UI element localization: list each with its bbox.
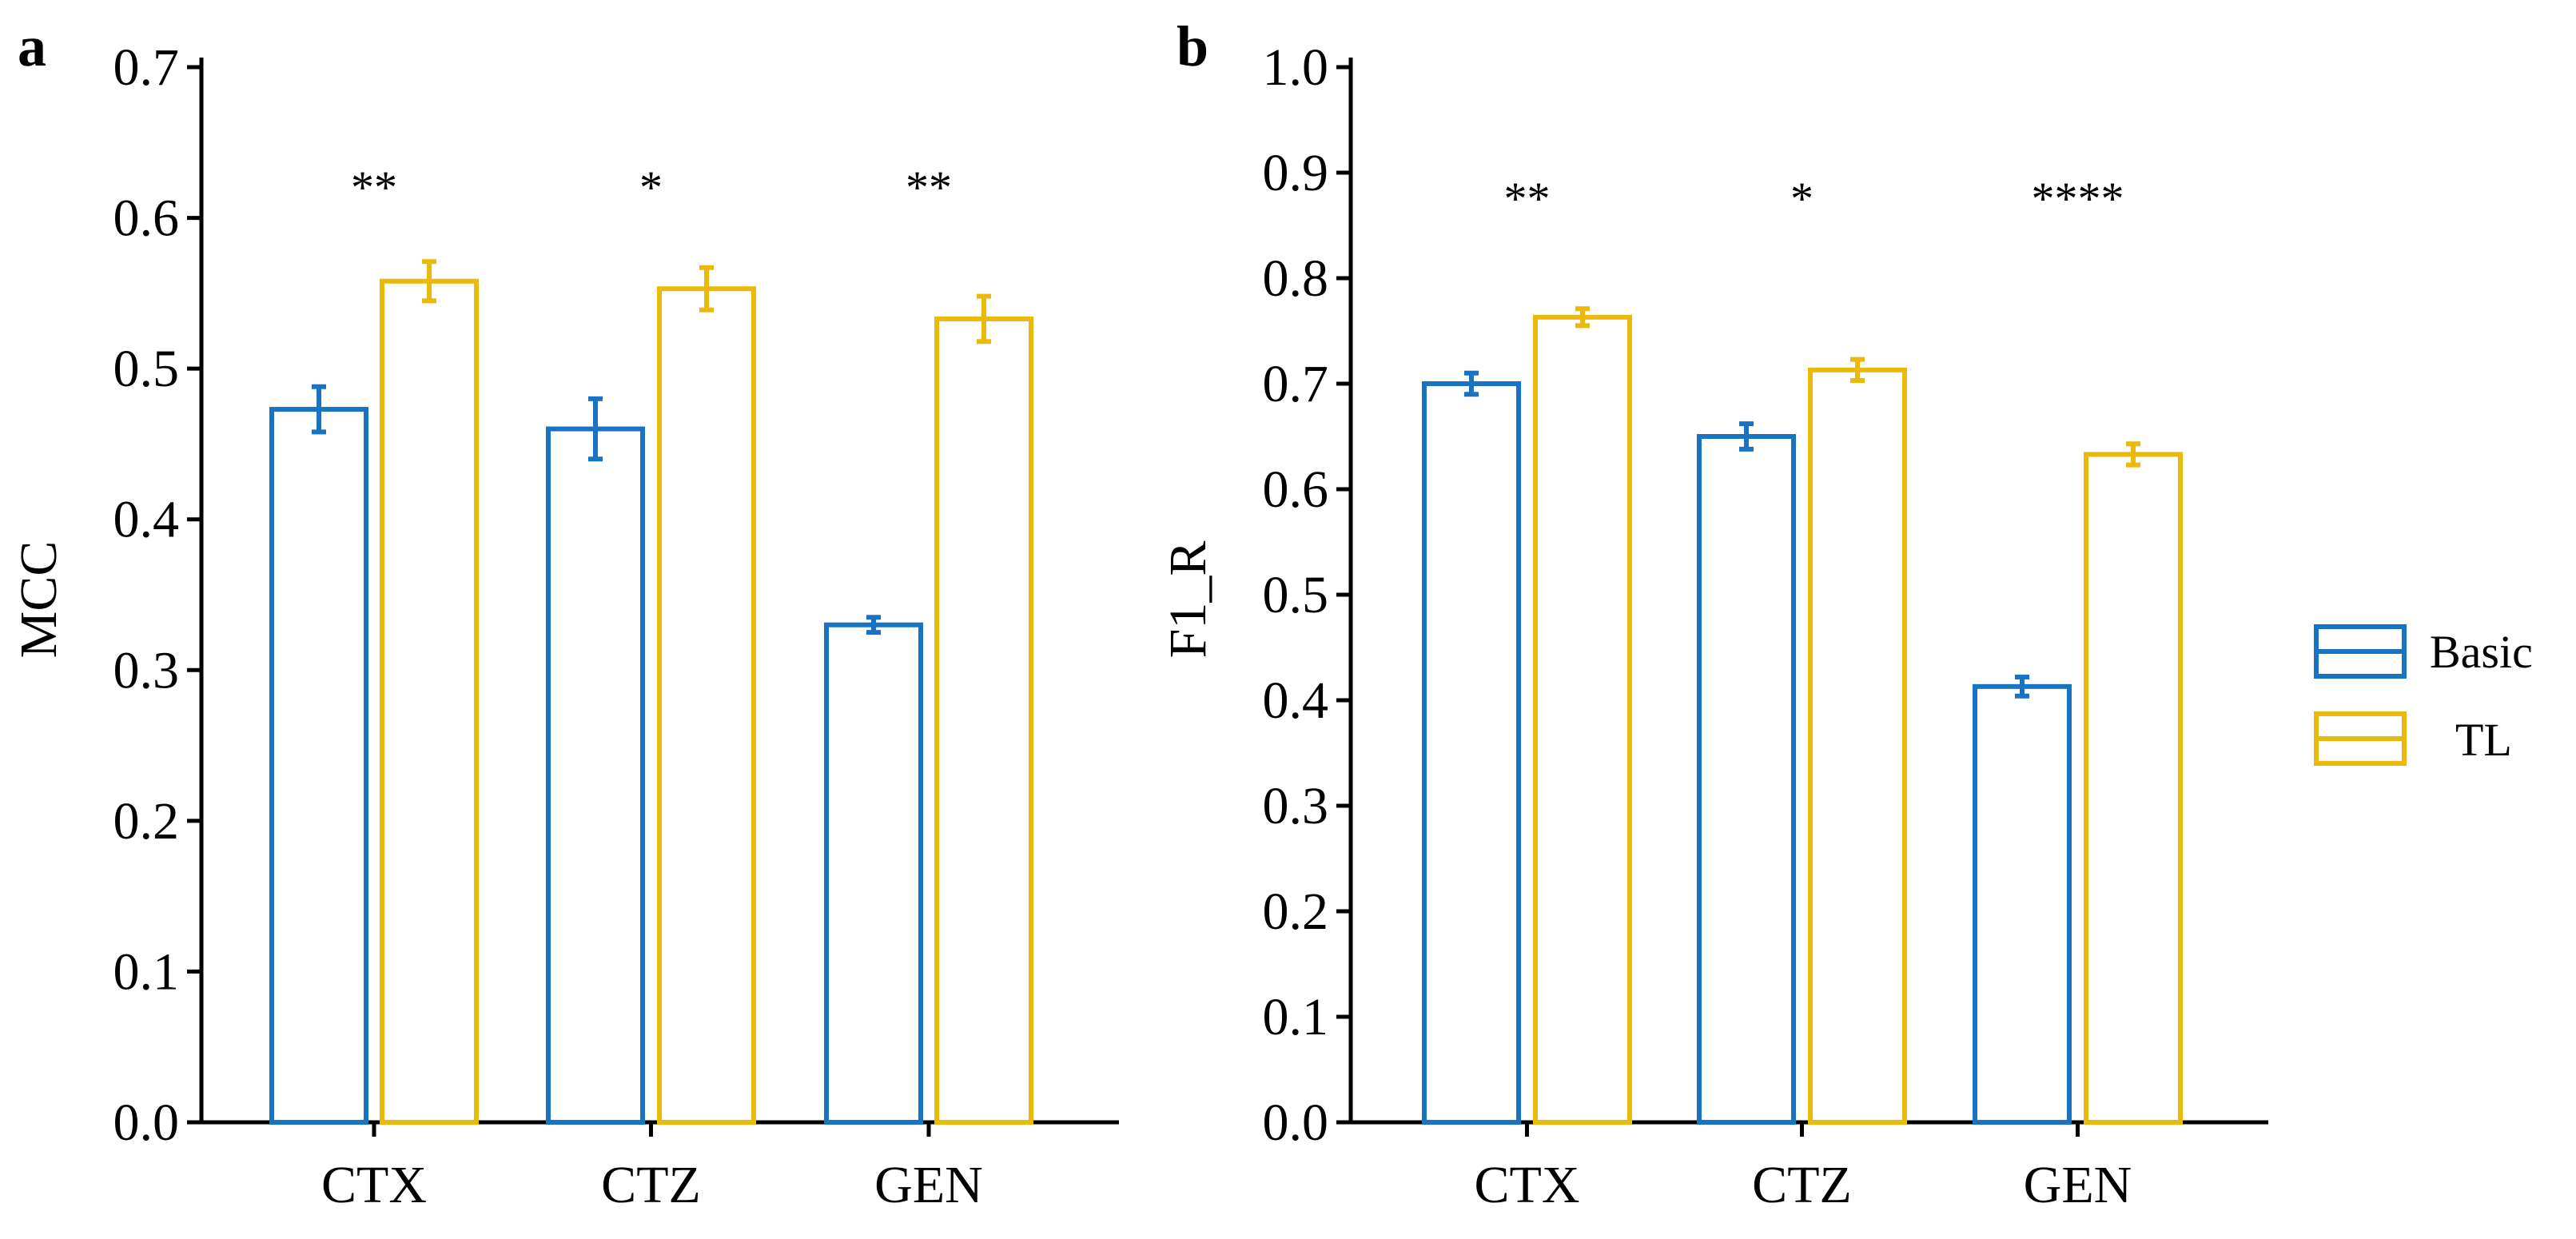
- panel-a-ytick-label: 0.7: [113, 38, 180, 97]
- panel-b-ytick-label: 1.0: [1263, 38, 1329, 97]
- panel-b-sig-label: ****: [2032, 173, 2124, 225]
- panel-a-bar-basic-gen: [824, 622, 923, 1125]
- panel-a-bar-basic-ctx: [269, 407, 368, 1125]
- panel-a-bar-tl-ctx: [380, 278, 479, 1125]
- panel-b-sig-label: *: [1790, 173, 1814, 225]
- panel-b-xaxis: CTX CTZ GEN: [1475, 1122, 2132, 1214]
- panel-b-ytick-label: 0.7: [1263, 355, 1329, 413]
- panel-b: b F1_R 0.0 0.1 0.2 0.3 0.4 0.5 0.6 0.7 0.8 0.9 1.0…: [1159, 14, 2268, 1214]
- panel-a-sig-label: *: [639, 161, 663, 213]
- legend-label-basic: Basic: [2430, 626, 2533, 678]
- panel-b-ytick-label: 0.9: [1263, 144, 1329, 202]
- panel-b-bars: [1422, 306, 2183, 1125]
- panel-b-ytick-label: 0.4: [1263, 671, 1329, 730]
- panel-a-significance: ** * **: [351, 161, 952, 213]
- panel-a-yaxis: 0.0 0.1 0.2 0.3 0.4 0.5 0.6 0.7: [113, 38, 1119, 1152]
- panel-b-significance: ** * ****: [1504, 173, 2124, 225]
- panel-b-sig-label: **: [1504, 173, 1551, 225]
- panel-a-ytick-label: 0.4: [113, 491, 180, 549]
- panel-a-ytick-label: 0.5: [113, 340, 180, 398]
- panel-b-ytick-label: 0.8: [1263, 249, 1329, 308]
- panel-b-bar-tl-gen: [2084, 452, 2183, 1125]
- panel-a: a MCC 0.0 0.1 0.2 0.3 0.4 0.5 0.6 0.7 CTX CTZ GEN…: [10, 14, 1119, 1214]
- panel-b-ytick-label: 0.5: [1263, 566, 1329, 624]
- legend: Basic TL: [2314, 624, 2533, 766]
- panel-b-ytick-label: 0.0: [1263, 1094, 1329, 1152]
- panel-a-bar-basic-ctz: [546, 426, 645, 1125]
- panel-a-xtick-label: CTX: [321, 1156, 427, 1214]
- panel-a-ytick-label: 0.1: [113, 942, 180, 1001]
- panel-a-sig-label: **: [906, 161, 952, 213]
- panel-b-xtick-label: GEN: [2024, 1156, 2132, 1214]
- panel-b-letter: b: [1177, 14, 1208, 78]
- panel-a-ylabel: MCC: [10, 541, 68, 659]
- panel-a-bar-tl-ctz: [657, 286, 756, 1125]
- panel-a-ytick-label: 0.3: [113, 641, 180, 699]
- panel-a-ytick-label: 0.6: [113, 189, 180, 248]
- panel-a-sig-label: **: [351, 161, 397, 213]
- panel-b-ytick-label: 0.2: [1263, 882, 1329, 941]
- panel-b-yaxis: 0.0 0.1 0.2 0.3 0.4 0.5 0.6 0.7 0.8 0.9 1.0: [1263, 38, 2268, 1152]
- panel-b-bar-basic-gen: [1973, 683, 2072, 1125]
- panel-a-letter: a: [18, 14, 46, 78]
- legend-label-tl: TL: [2455, 714, 2512, 766]
- panel-b-ytick-label: 0.6: [1263, 460, 1329, 519]
- panel-b-xtick-label: CTZ: [1752, 1156, 1852, 1214]
- panel-b-xtick-label: CTX: [1475, 1156, 1580, 1214]
- panel-b-bar-basic-ctx: [1422, 381, 1521, 1125]
- panel-a-ytick-label: 0.0: [113, 1094, 180, 1152]
- panel-a-bars: [269, 259, 1033, 1125]
- panel-b-ytick-label: 0.1: [1263, 988, 1329, 1046]
- panel-a-xaxis: CTX CTZ GEN: [321, 1122, 983, 1214]
- panel-b-bar-tl-ctx: [1533, 314, 1632, 1125]
- panel-b-bar-basic-ctz: [1697, 434, 1796, 1125]
- panel-b-bar-tl-ctz: [1808, 367, 1907, 1125]
- panel-a-xtick-label: CTZ: [601, 1156, 701, 1214]
- panel-b-ylabel: F1_R: [1159, 541, 1217, 659]
- panel-a-xtick-label: GEN: [874, 1156, 983, 1214]
- panel-a-bar-tl-gen: [934, 316, 1033, 1125]
- panel-a-ytick-label: 0.2: [113, 792, 180, 851]
- panel-b-ytick-label: 0.3: [1263, 777, 1329, 835]
